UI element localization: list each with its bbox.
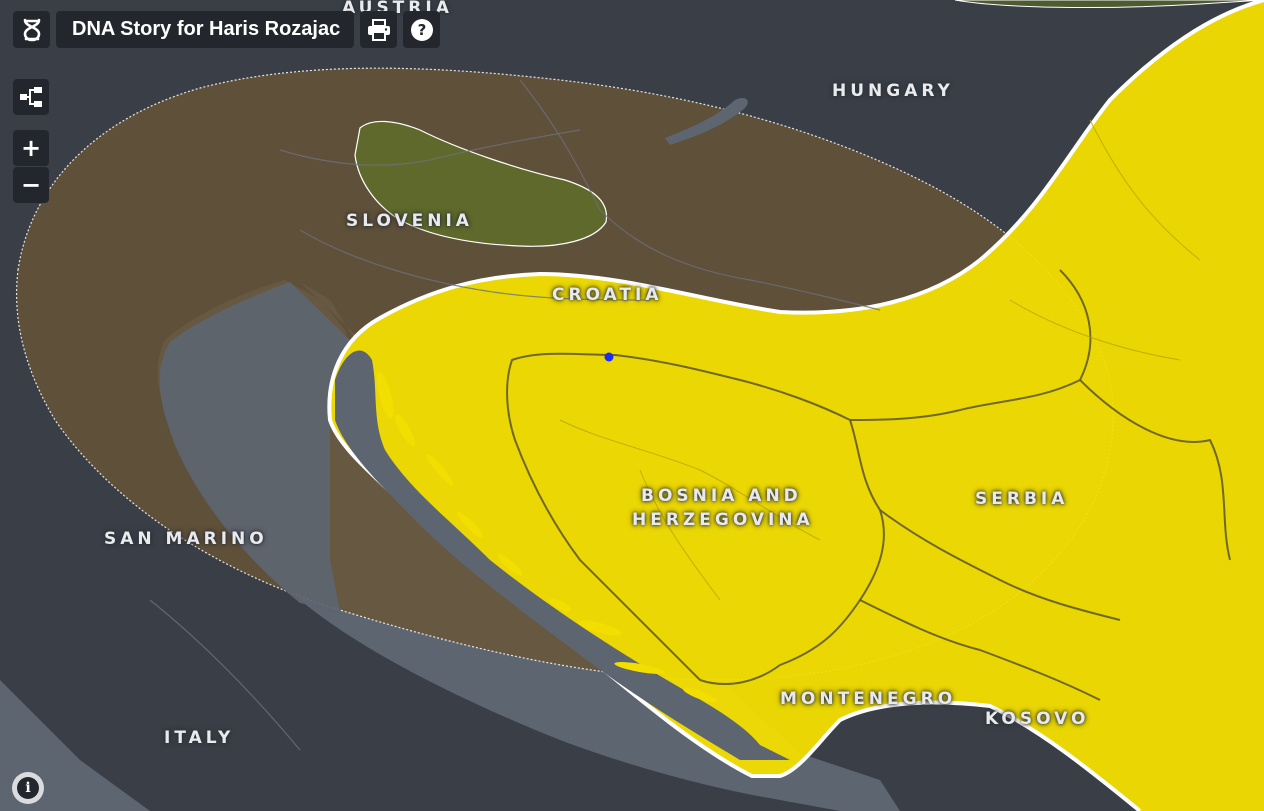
svg-text:?: ? — [417, 21, 426, 39]
story-title: DNA Story for Haris Rozajac — [56, 11, 355, 48]
label-bosnia-line1: BOSNIA AND — [641, 486, 802, 506]
dna-icon — [23, 18, 40, 41]
help-button[interactable]: ? — [403, 11, 441, 48]
layers-tree-button[interactable] — [13, 79, 49, 115]
label-italy: ITALY — [164, 728, 235, 748]
bosnia-border — [506, 269, 1231, 701]
region-green-slovenia — [354, 120, 608, 247]
label-kosovo: KOSOVO — [985, 709, 1090, 729]
internal-borders — [559, 119, 1201, 601]
dna-button[interactable] — [13, 11, 50, 48]
zoom-out-button[interactable]: − — [13, 167, 49, 203]
zoom-in-button[interactable]: + — [13, 130, 49, 166]
label-slovenia: SLOVENIA — [346, 211, 473, 231]
print-icon — [367, 18, 390, 41]
label-croatia: CROATIA — [552, 285, 663, 305]
country-borders — [149, 79, 881, 751]
info-icon: i — [17, 777, 39, 799]
tree-layers-icon — [20, 87, 42, 107]
lake-balaton — [665, 97, 748, 145]
region-core-yellow-outline — [327, 0, 1264, 811]
label-hungary: HUNGARY — [832, 81, 954, 101]
print-button[interactable] — [360, 11, 398, 48]
region-top-green — [954, 0, 1264, 8]
label-bosnia-line2: HERZEGOVINA — [632, 510, 814, 530]
adriatic-sea-overlay — [159, 282, 355, 612]
label-san-marino: SAN MARINO — [104, 529, 268, 549]
info-button[interactable]: i — [12, 772, 44, 804]
islands — [376, 371, 717, 703]
label-serbia: SERBIA — [975, 489, 1069, 509]
location-marker[interactable] — [604, 352, 614, 362]
label-montenegro: MONTENEGRO — [780, 689, 957, 709]
help-icon: ? — [410, 18, 433, 41]
top-toolbar: DNA Story for Haris Rozajac ? — [13, 11, 441, 48]
